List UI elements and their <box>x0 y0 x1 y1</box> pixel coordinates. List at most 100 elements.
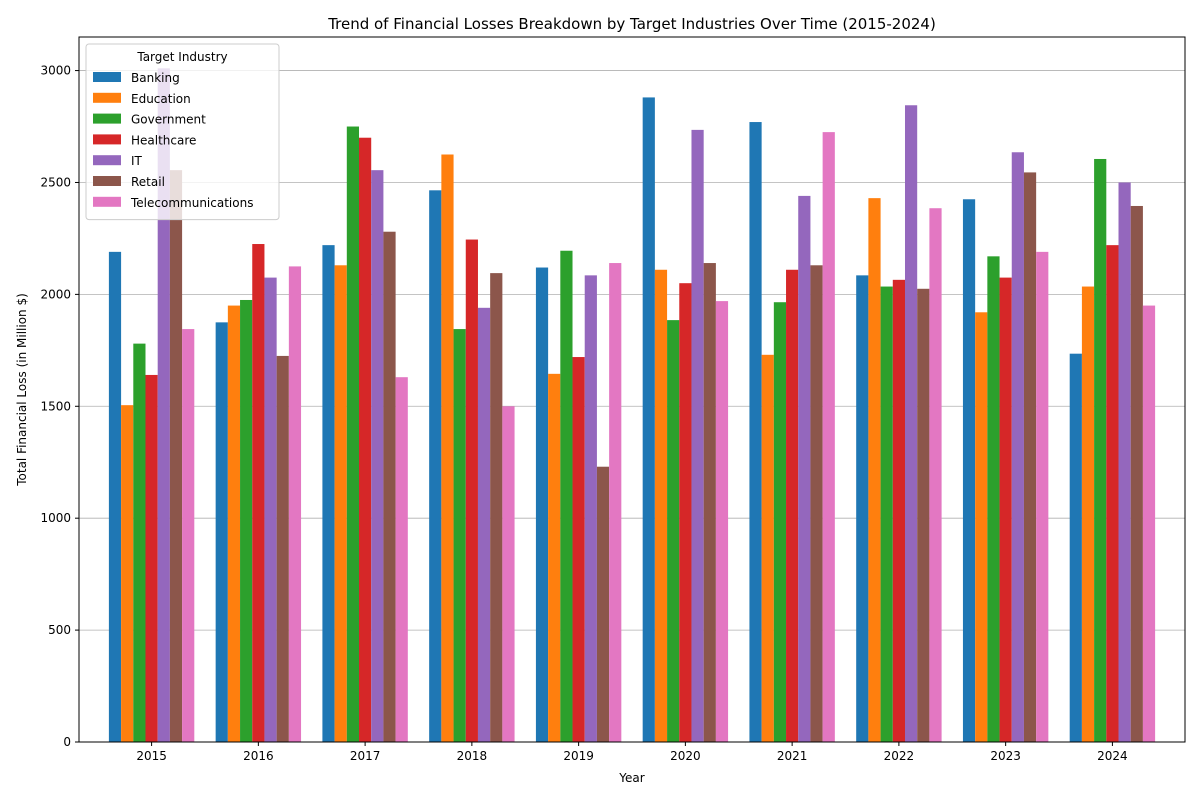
bar-it-2015 <box>157 68 170 743</box>
bar-government-2017 <box>346 126 360 743</box>
bar-government-2018 <box>453 329 466 742</box>
bar-healthcare-2015 <box>145 374 158 742</box>
x-tick-label: 2018 <box>457 749 488 763</box>
bar-banking-2018 <box>429 190 442 743</box>
bar-banking-2017 <box>322 245 335 742</box>
bar-it-2022 <box>904 105 918 742</box>
bar-it-2021 <box>798 195 811 742</box>
bar-telecommunications-2016 <box>288 266 302 742</box>
bar-government-2021 <box>773 302 787 742</box>
legend-swatch-it <box>93 155 121 166</box>
bar-healthcare-2024 <box>1106 245 1119 742</box>
bar-it-2024 <box>1118 182 1131 742</box>
bar-government-2023 <box>987 256 1000 742</box>
bar-it-2017 <box>371 170 384 742</box>
bar-it-2023 <box>1011 152 1024 742</box>
bar-banking-2021 <box>749 122 762 743</box>
x-axis-title: Year <box>618 771 644 785</box>
bar-retail-2022 <box>917 288 930 742</box>
x-tick-label: 2020 <box>670 749 701 763</box>
x-tick-label: 2017 <box>350 749 381 763</box>
chart-title: Trend of Financial Losses Breakdown by T… <box>327 15 936 33</box>
y-tick-label: 2000 <box>40 287 71 301</box>
bar-education-2018 <box>441 154 454 742</box>
legend-swatch-government <box>93 113 121 124</box>
bar-healthcare-2023 <box>999 277 1012 742</box>
legend-title: Target Industry <box>136 50 227 64</box>
bar-telecommunications-2015 <box>182 329 195 742</box>
bar-retail-2018 <box>490 273 503 742</box>
bar-healthcare-2021 <box>786 269 799 742</box>
bar-it-2020 <box>691 129 704 742</box>
bar-education-2016 <box>227 305 241 742</box>
bar-education-2015 <box>121 405 134 742</box>
legend-box <box>85 43 280 221</box>
legend-label-retail: Retail <box>131 175 165 189</box>
bar-education-2021 <box>761 354 774 742</box>
bar-retail-2021 <box>810 265 823 742</box>
bar-retail-2016 <box>276 355 289 742</box>
bar-healthcare-2018 <box>465 239 478 743</box>
x-tick-label: 2016 <box>243 749 274 763</box>
legend-label-education: Education <box>131 92 191 106</box>
bar-education-2020 <box>654 269 668 742</box>
legend-label-government: Government <box>131 113 206 127</box>
bar-healthcare-2017 <box>359 137 372 742</box>
y-tick-label: 3000 <box>40 64 71 78</box>
bar-government-2022 <box>880 286 893 742</box>
bar-telecommunications-2018 <box>502 406 515 742</box>
bar-banking-2024 <box>1069 353 1082 742</box>
bar-healthcare-2016 <box>252 244 265 742</box>
bar-government-2016 <box>240 299 253 742</box>
bar-retail-2020 <box>703 263 716 742</box>
bar-government-2024 <box>1094 158 1107 742</box>
bar-banking-2022 <box>856 275 869 742</box>
bar-education-2023 <box>975 312 988 742</box>
bar-banking-2020 <box>642 97 655 742</box>
plot-frame <box>78 36 1186 743</box>
legend-label-telecommunications: Telecommunications <box>130 196 253 210</box>
legend-swatch-telecommunications <box>93 196 121 207</box>
legend-label-healthcare: Healthcare <box>131 133 196 147</box>
bar-education-2022 <box>868 198 881 743</box>
bar-healthcare-2022 <box>892 279 905 742</box>
bar-it-2016 <box>264 277 277 742</box>
x-tick-label: 2023 <box>990 749 1021 763</box>
bar-education-2019 <box>548 373 561 742</box>
legend-label-it: IT <box>131 154 143 168</box>
x-tick-label: 2022 <box>884 749 915 763</box>
y-axis: 0 500 1000 1500 2000 2500 3000 <box>40 64 79 749</box>
bar-healthcare-2019 <box>572 357 585 742</box>
legend-swatch-retail <box>93 176 121 186</box>
bar-retail-2024 <box>1130 205 1143 742</box>
bar-telecommunications-2021 <box>822 132 835 743</box>
x-tick-label: 2021 <box>777 749 808 763</box>
bars <box>108 68 1156 743</box>
bar-it-2019 <box>584 275 597 742</box>
legend: Target Industry Banking Education Governme… <box>85 43 280 221</box>
y-tick-label: 1500 <box>40 399 71 413</box>
bar-retail-2019 <box>596 466 610 742</box>
bar-education-2024 <box>1081 286 1095 742</box>
bar-it-2018 <box>477 307 491 742</box>
bar-telecommunications-2019 <box>609 263 622 742</box>
bar-banking-2019 <box>535 267 549 742</box>
bar-banking-2016 <box>215 322 228 742</box>
bar-banking-2023 <box>962 199 976 742</box>
x-tick-label: 2024 <box>1097 749 1128 763</box>
x-tick-label: 2015 <box>136 749 167 763</box>
legend-swatch-education <box>93 92 121 103</box>
bar-government-2020 <box>667 320 680 742</box>
bar-education-2017 <box>334 265 347 742</box>
legend-swatch-banking <box>93 72 121 82</box>
bar-retail-2017 <box>383 231 396 742</box>
legend-swatch-healthcare <box>93 134 121 145</box>
y-tick-label: 2500 <box>40 175 71 189</box>
x-axis: 2015 2016 2017 2018 2019 2020 2021 2022 2023 2024 <box>136 742 1128 763</box>
y-axis-title: Total Financial Loss (in Million $) <box>15 293 29 487</box>
bar-banking-2015 <box>108 251 122 742</box>
bar-telecommunications-2017 <box>395 377 408 742</box>
y-tick-label: 1000 <box>40 511 71 525</box>
bar-telecommunications-2023 <box>1036 251 1049 742</box>
